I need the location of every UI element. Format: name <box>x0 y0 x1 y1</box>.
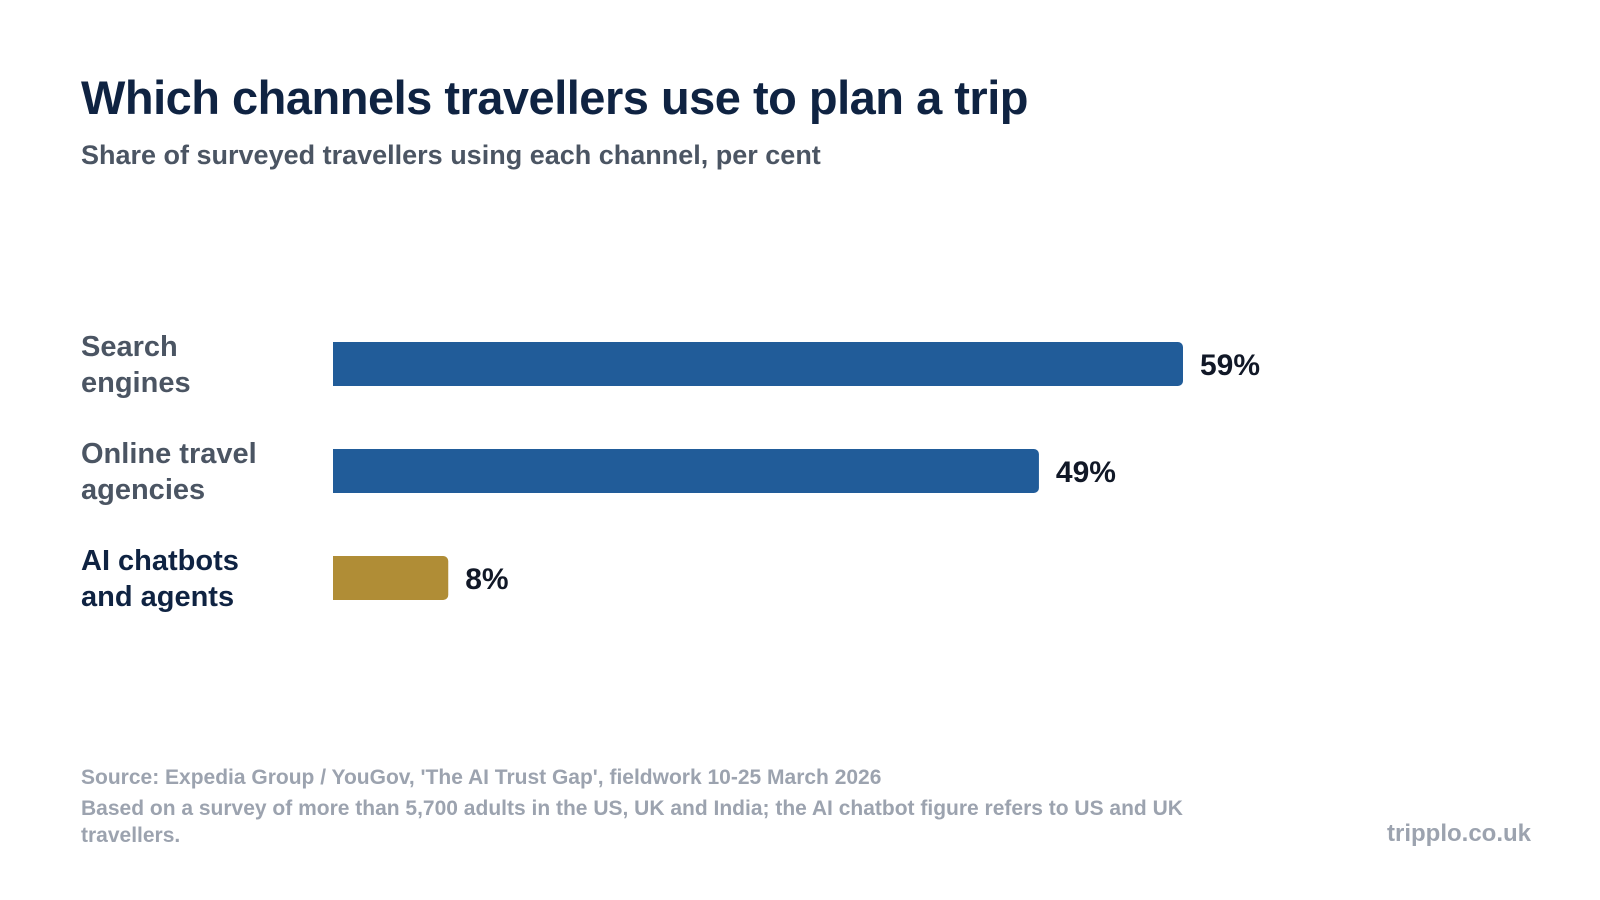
value-label: 49% <box>1056 456 1116 489</box>
category-label: Online travel agencies <box>81 438 257 506</box>
bar-cap <box>333 556 339 600</box>
chart-subtitle: Share of surveyed travellers using each … <box>81 140 821 170</box>
category-label-line: Search <box>81 331 178 363</box>
brand-link[interactable]: tripplo.co.uk <box>1387 820 1531 847</box>
bar <box>333 449 1039 493</box>
footer: Source: Expedia Group / YouGov, 'The AI … <box>81 764 1241 849</box>
category-label-line: Online travel <box>81 438 257 470</box>
source-note: Source: Expedia Group / YouGov, 'The AI … <box>81 766 882 789</box>
category-label: AI chatbots and agents <box>81 545 239 613</box>
value-label: 59% <box>1200 349 1260 382</box>
chart-title: Which channels travellers use to plan a … <box>81 71 1029 124</box>
bar-cap <box>333 342 339 386</box>
value-label: 8% <box>465 563 508 596</box>
category-label-line: AI chatbots <box>81 545 239 577</box>
category-label-line: engines <box>81 367 191 399</box>
category-label-line: and agents <box>81 581 234 613</box>
survey-note: Based on a survey of more than 5,700 adu… <box>81 797 1183 847</box>
category-label: Search engines <box>81 331 191 399</box>
category-label-line: agencies <box>81 474 205 506</box>
bar <box>333 556 449 600</box>
bar <box>333 342 1183 386</box>
bar-cap <box>333 449 339 493</box>
